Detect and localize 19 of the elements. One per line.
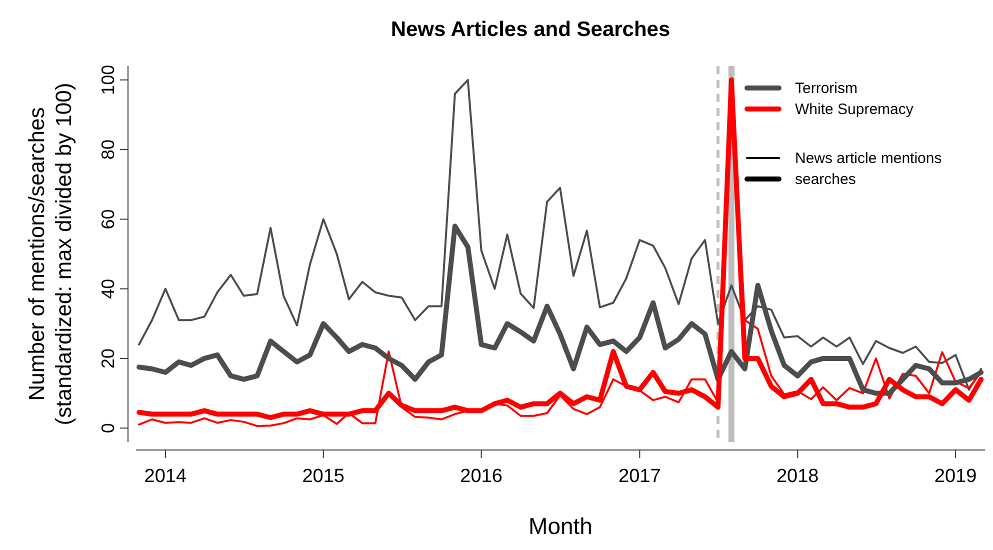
x-tick-label: 2015 bbox=[302, 466, 345, 487]
annotation: News article mentions bbox=[795, 150, 942, 167]
chart-title: News Articles and Searches bbox=[390, 18, 670, 41]
legend-label: Terrorism bbox=[795, 80, 858, 97]
x-tick-label: 2018 bbox=[776, 466, 819, 487]
y-tick-label: 0 bbox=[98, 423, 118, 434]
y-tick-label: 100 bbox=[98, 64, 118, 95]
x-axis-title: Month bbox=[528, 513, 592, 539]
y-tick-label: 80 bbox=[98, 140, 118, 160]
y-axis-title: Number of mentions/searches (standardized: max divided by 100) bbox=[24, 82, 76, 426]
x-tick-label: 2016 bbox=[460, 466, 502, 487]
y-tick-label: 40 bbox=[98, 278, 118, 299]
annotation: searches bbox=[795, 171, 856, 188]
x-tick-label: 2017 bbox=[618, 466, 661, 487]
y-tick-label: 60 bbox=[98, 209, 118, 230]
x-tick-label: 2014 bbox=[144, 466, 187, 487]
legend-label: White Supremacy bbox=[795, 101, 914, 118]
y-tick-label: 20 bbox=[98, 348, 118, 368]
x-tick-label: 2019 bbox=[934, 466, 977, 487]
